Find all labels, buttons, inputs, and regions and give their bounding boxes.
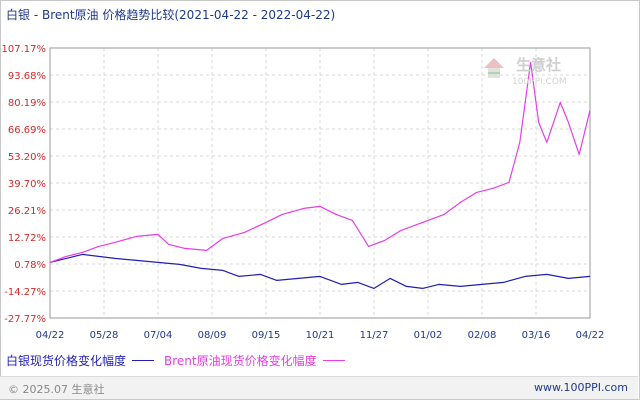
x-tick-label: 11/27	[360, 330, 389, 341]
y-tick-label: -27.77%	[4, 314, 46, 325]
y-tick-label: 107.17%	[2, 44, 47, 55]
x-tick-label: 10/21	[306, 330, 335, 341]
legend-swatch-brent	[322, 360, 345, 361]
watermark-url: 100PPI.COM	[512, 77, 567, 87]
watermark-text: 生意社	[516, 56, 562, 74]
y-tick-label: 80.19%	[8, 98, 46, 109]
y-tick-label: 26.21%	[8, 206, 46, 217]
x-tick-label: 02/08	[468, 330, 497, 341]
x-tick-label: 05/28	[90, 330, 119, 341]
plot-border	[49, 47, 591, 319]
chart-legend: 白银现货价格变化幅度 Brent原油现货价格变化幅度	[6, 352, 355, 369]
y-tick-label: 39.70%	[8, 179, 46, 190]
x-tick-label: 07/04	[144, 330, 173, 341]
legend-item-brent: Brent原油现货价格变化幅度	[164, 352, 345, 369]
y-tick-label: 66.69%	[8, 125, 46, 136]
y-tick-label: -14.27%	[4, 287, 46, 298]
legend-label-brent: Brent原油现货价格变化幅度	[164, 354, 317, 368]
chart-title: 白银 - Brent原油 价格趋势比较(2021-04-22 - 2022-04…	[6, 8, 336, 22]
footer-bar: © 2025.07 生意社 www.100PPI.com	[0, 376, 638, 399]
legend-item-silver: 白银现货价格变化幅度	[6, 352, 155, 369]
x-tick-label: 04/22	[576, 330, 605, 341]
legend-swatch-silver	[132, 360, 155, 361]
series-line-brent	[49, 61, 591, 263]
legend-label-silver: 白银现货价格变化幅度	[6, 354, 127, 368]
y-tick-label: 12.72%	[8, 233, 46, 244]
y-tick-label: 93.68%	[8, 71, 46, 82]
logo-watermark-icon	[484, 58, 504, 78]
x-tick-label: 04/22	[36, 330, 65, 341]
x-tick-label: 08/09	[198, 330, 227, 341]
series-line-silver	[49, 253, 591, 289]
y-tick-label: 0.78%	[14, 260, 46, 271]
footer-website-link[interactable]: www.100PPI.com	[534, 381, 628, 394]
x-tick-label: 09/15	[252, 330, 281, 341]
x-tick-label: 03/16	[522, 330, 551, 341]
footer-copyright: © 2025.07 生意社	[8, 383, 105, 396]
x-tick-label: 01/02	[414, 330, 443, 341]
y-tick-label: 53.20%	[8, 152, 46, 163]
